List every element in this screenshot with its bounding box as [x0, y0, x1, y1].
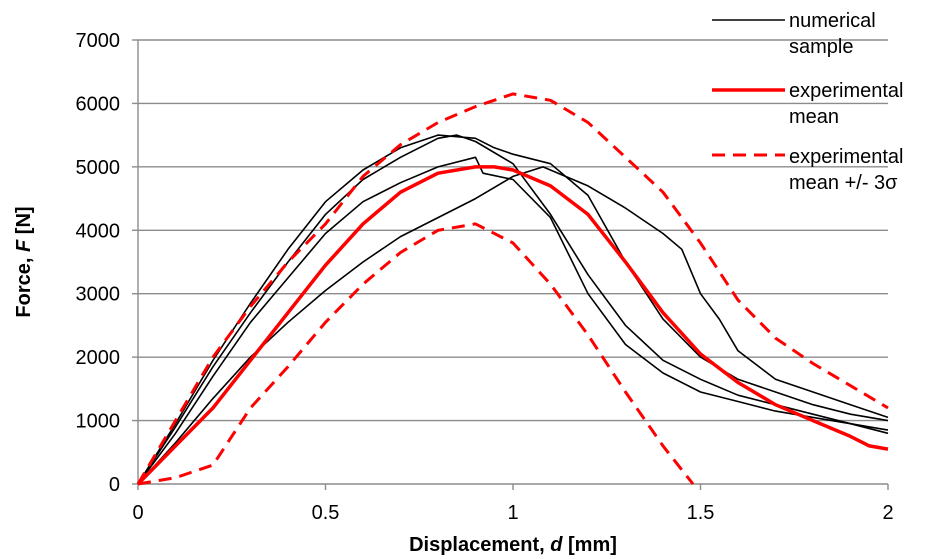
series-line-mean: [136, 165, 889, 486]
x-tick-label: 2: [882, 502, 893, 524]
y-tick-label: 4000: [76, 220, 121, 242]
series-line-numerical: [137, 134, 889, 485]
y-tick-label: 6000: [76, 93, 121, 115]
y-tick-label: 0: [109, 474, 120, 496]
legend-label-band-line1: experimental: [789, 146, 904, 168]
series-line-numerical: [137, 166, 889, 485]
legend-label-numerical-line1: numerical: [789, 10, 876, 32]
y-tick-label: 7000: [76, 30, 121, 52]
series-line-upper: [136, 92, 889, 485]
legend-item-numerical-sample: numerical sample: [712, 10, 876, 58]
y-tick-label: 2000: [76, 347, 121, 369]
x-tick-label: 0: [132, 502, 143, 524]
legend-label-numerical-line2: sample: [789, 36, 853, 58]
x-tick-label: 1: [507, 502, 518, 524]
y-axis-title: Force, F [N]: [13, 206, 35, 317]
x-tick-label: 0.5: [312, 502, 340, 524]
tick-labels: 0 1000 2000 3000 4000 5000 6000 7000 0 0.5 1 1.5 2: [76, 30, 894, 524]
series-line-numerical: [137, 156, 889, 485]
legend-label-band-line2: mean +/- 3σ: [789, 172, 898, 194]
y-tick-label: 3000: [76, 284, 121, 306]
legend: numerical sample experimental mean exper…: [712, 10, 904, 194]
gridlines: [138, 39, 888, 422]
legend-item-experimental-mean: experimental mean: [712, 80, 904, 128]
y-tick-label: 5000: [76, 157, 121, 179]
x-tick-label: 1.5: [687, 502, 715, 524]
legend-label-mean-line2: mean: [789, 106, 839, 128]
axes: [132, 39, 889, 490]
x-axis-title: Displacement, d [mm]: [409, 534, 617, 556]
legend-item-experimental-band: experimental mean +/- 3σ: [712, 146, 904, 194]
legend-label-mean-line1: experimental: [789, 80, 904, 102]
series-line-numerical: [137, 134, 889, 485]
y-tick-label: 1000: [76, 411, 121, 433]
series-layer: [136, 92, 889, 486]
series-line-lower: [137, 222, 695, 486]
